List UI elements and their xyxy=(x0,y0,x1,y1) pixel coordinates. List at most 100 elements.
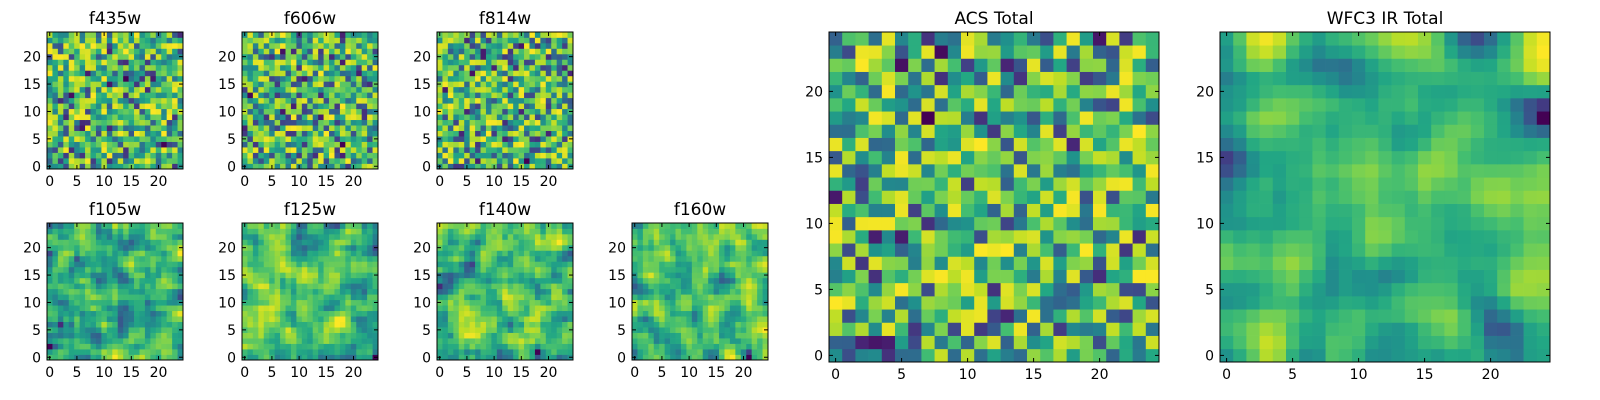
heatmap-cell xyxy=(144,130,151,137)
heatmap-cell xyxy=(502,48,509,55)
heatmap-cell xyxy=(95,316,102,322)
heatmap-cell xyxy=(524,81,530,88)
heatmap-cell xyxy=(172,86,178,93)
heatmap-cell xyxy=(372,338,379,344)
heatmap-cell xyxy=(95,53,102,60)
heatmap-cell xyxy=(1013,269,1028,284)
heatmap-cell xyxy=(242,114,248,121)
heatmap-cell xyxy=(139,48,146,55)
heatmap-cell xyxy=(150,114,157,121)
heatmap-cell xyxy=(1066,216,1081,231)
heatmap-cell xyxy=(751,316,758,322)
heatmap-cell xyxy=(751,288,758,295)
heatmap-cell xyxy=(664,244,671,251)
heatmap-cell xyxy=(545,53,552,60)
heatmap-cell xyxy=(90,147,97,153)
heatmap-cell xyxy=(567,147,574,153)
heatmap-cell xyxy=(128,277,135,284)
heatmap-cell xyxy=(513,53,519,60)
heatmap-cell xyxy=(356,332,363,339)
heatmap-cell xyxy=(166,272,173,279)
heatmap-cell xyxy=(134,64,140,71)
heatmap-cell xyxy=(496,327,503,333)
heatmap-cell xyxy=(724,354,731,361)
heatmap-cell xyxy=(469,233,476,240)
heatmap-cell xyxy=(987,203,1001,218)
heatmap-cell xyxy=(485,288,492,295)
heatmap-cell xyxy=(708,321,714,328)
heatmap-cell xyxy=(177,114,184,121)
heatmap-cell xyxy=(670,305,676,312)
heatmap-cell xyxy=(139,332,146,339)
heatmap-cell xyxy=(729,316,736,322)
heatmap-cell xyxy=(144,299,151,306)
heatmap-cell xyxy=(529,354,536,361)
heatmap-cell xyxy=(1000,216,1015,231)
heatmap-cell xyxy=(350,239,357,246)
heatmap-cell xyxy=(85,48,91,55)
heatmap-cell xyxy=(670,327,676,333)
heatmap-cell xyxy=(675,255,682,262)
heatmap-cell xyxy=(751,354,758,361)
heatmap-cell xyxy=(166,163,173,170)
heatmap-cell xyxy=(68,48,75,55)
heatmap-cell xyxy=(57,305,64,312)
heatmap-cell xyxy=(469,42,476,49)
heatmap-cell xyxy=(480,141,487,148)
heatmap-cell xyxy=(85,250,91,257)
heatmap-cell xyxy=(128,48,135,55)
heatmap-cell xyxy=(367,119,373,126)
heatmap-cell xyxy=(567,59,574,66)
heatmap-cell xyxy=(713,288,720,295)
heatmap-cell xyxy=(562,48,568,55)
x-tick-label: 5 xyxy=(267,174,276,190)
heatmap-cell xyxy=(551,92,558,99)
heatmap-cell xyxy=(106,64,113,71)
x-tick-label: 5 xyxy=(267,365,276,381)
heatmap-cell xyxy=(708,316,714,322)
heatmap-cell xyxy=(751,244,758,251)
heatmap-cell xyxy=(329,64,335,71)
heatmap-cell xyxy=(242,86,248,93)
heatmap-cell xyxy=(112,305,119,312)
heatmap-cell xyxy=(367,136,373,142)
heatmap-cell xyxy=(513,70,519,77)
heatmap-cell xyxy=(469,81,476,88)
heatmap-cell xyxy=(57,255,64,262)
heatmap-cell xyxy=(312,92,319,99)
heatmap-cell xyxy=(491,86,498,93)
heatmap-cell xyxy=(534,92,541,99)
heatmap-cell xyxy=(350,86,357,93)
heatmap-cell xyxy=(562,163,568,170)
heatmap-cell xyxy=(513,277,519,284)
heatmap-cell xyxy=(475,250,481,257)
heatmap-cell xyxy=(632,349,638,355)
heatmap-cell xyxy=(680,310,687,317)
heatmap-cell xyxy=(987,348,1001,363)
heatmap-cell xyxy=(751,250,758,257)
heatmap-cell xyxy=(301,130,308,137)
heatmap-cell xyxy=(334,299,341,306)
heatmap-cell xyxy=(247,316,254,322)
heatmap-cell xyxy=(367,228,373,235)
heatmap-cell xyxy=(372,250,379,257)
heatmap-cell xyxy=(68,59,75,66)
heatmap-cell xyxy=(301,261,308,268)
heatmap-cell xyxy=(345,152,352,159)
heatmap-cell xyxy=(751,277,758,284)
heatmap-cell xyxy=(480,332,487,339)
heatmap-cell xyxy=(513,299,519,306)
heatmap-cell xyxy=(172,147,178,153)
heatmap-cell xyxy=(442,64,449,71)
heatmap-cell xyxy=(540,343,547,350)
heatmap-cell xyxy=(139,152,146,159)
heatmap-cell xyxy=(556,42,563,49)
heatmap-cell xyxy=(518,152,525,159)
heatmap-cell xyxy=(518,228,525,235)
heatmap-cell xyxy=(757,266,763,273)
heatmap-cell xyxy=(263,75,270,82)
heatmap-cell xyxy=(172,277,178,284)
heatmap-cell xyxy=(1119,216,1133,231)
heatmap-cell xyxy=(63,103,70,110)
heatmap-cell xyxy=(947,269,962,284)
